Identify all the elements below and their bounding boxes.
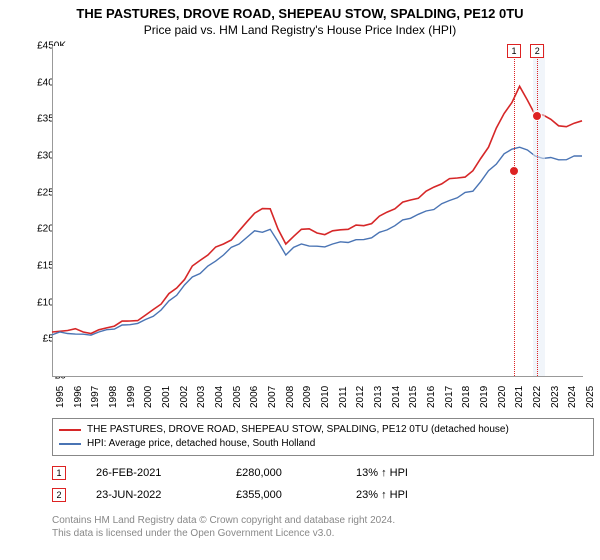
x-axis-label: 2010: [320, 386, 331, 408]
x-axis-label: 2025: [585, 386, 596, 408]
x-axis-label: 2005: [232, 386, 243, 408]
sale-marker-label: 1: [507, 44, 521, 58]
sale-delta: 13% ↑ HPI: [356, 467, 408, 479]
x-axis-label: 2000: [143, 386, 154, 408]
chart-container: { "title": "THE PASTURES, DROVE ROAD, SH…: [0, 0, 600, 560]
x-axis-label: 1998: [108, 386, 119, 408]
sale-date: 26-FEB-2021: [96, 467, 206, 479]
legend-item: THE PASTURES, DROVE ROAD, SHEPEAU STOW, …: [59, 423, 587, 437]
x-axis-label: 2011: [338, 386, 349, 408]
sale-row: 2 23-JUN-2022 £355,000 23% ↑ HPI: [52, 484, 408, 506]
x-axis-label: 2001: [161, 386, 172, 408]
sale-dot: [509, 166, 519, 176]
x-axis-label: 1997: [90, 386, 101, 408]
x-axis-label: 2019: [479, 386, 490, 408]
legend-swatch: [59, 429, 81, 431]
sale-delta: 23% ↑ HPI: [356, 489, 408, 501]
x-axis-label: 2021: [514, 386, 525, 408]
chart-title: THE PASTURES, DROVE ROAD, SHEPEAU STOW, …: [0, 6, 600, 21]
x-axis-label: 2004: [214, 386, 225, 408]
x-axis-label: 2015: [408, 386, 419, 408]
sale-marker-line: [537, 46, 538, 376]
x-axis-label: 2023: [550, 386, 561, 408]
legend-label: THE PASTURES, DROVE ROAD, SHEPEAU STOW, …: [87, 423, 509, 437]
x-axis-label: 2009: [302, 386, 313, 408]
x-axis-label: 2020: [497, 386, 508, 408]
x-axis-label: 1996: [73, 386, 84, 408]
sale-date: 23-JUN-2022: [96, 489, 206, 501]
sales-table: 1 26-FEB-2021 £280,000 13% ↑ HPI 2 23-JUN-202…: [52, 462, 408, 506]
x-axis-label: 2014: [391, 386, 402, 408]
series-line-1: [52, 147, 582, 335]
x-axis-label: 2022: [532, 386, 543, 408]
x-axis-label: 2018: [461, 386, 472, 408]
highlight-band: [533, 46, 545, 376]
sale-row-marker: 1: [52, 466, 66, 480]
x-axis-label: 1999: [126, 386, 137, 408]
line-series-svg: [52, 46, 582, 376]
x-axis-label: 2013: [373, 386, 384, 408]
x-axis-label: 2002: [179, 386, 190, 408]
x-axis-label: 2016: [426, 386, 437, 408]
x-axis-label: 2003: [196, 386, 207, 408]
x-axis-label: 1995: [55, 386, 66, 408]
x-axis-label: 2024: [567, 386, 578, 408]
legend-box: THE PASTURES, DROVE ROAD, SHEPEAU STOW, …: [52, 418, 594, 456]
sale-row-marker: 2: [52, 488, 66, 502]
x-axis-label: 2006: [249, 386, 260, 408]
legend-item: HPI: Average price, detached house, Sout…: [59, 437, 587, 451]
sale-marker-line: [514, 46, 515, 376]
sale-marker-label: 2: [530, 44, 544, 58]
legend-swatch: [59, 443, 81, 445]
x-axis-label: 2012: [355, 386, 366, 408]
chart-subtitle: Price paid vs. HM Land Registry's House …: [0, 23, 600, 37]
footer-text: Contains HM Land Registry data © Crown c…: [52, 514, 395, 540]
sale-dot: [532, 111, 542, 121]
sale-row: 1 26-FEB-2021 £280,000 13% ↑ HPI: [52, 462, 408, 484]
sale-price: £355,000: [236, 489, 326, 501]
footer-line-2: This data is licensed under the Open Gov…: [52, 527, 395, 540]
footer-line-1: Contains HM Land Registry data © Crown c…: [52, 514, 395, 527]
sale-price: £280,000: [236, 467, 326, 479]
legend-label: HPI: Average price, detached house, Sout…: [87, 437, 315, 451]
series-line-0: [52, 86, 582, 333]
x-axis-label: 2008: [285, 386, 296, 408]
x-axis-label: 2007: [267, 386, 278, 408]
x-axis-label: 2017: [444, 386, 455, 408]
